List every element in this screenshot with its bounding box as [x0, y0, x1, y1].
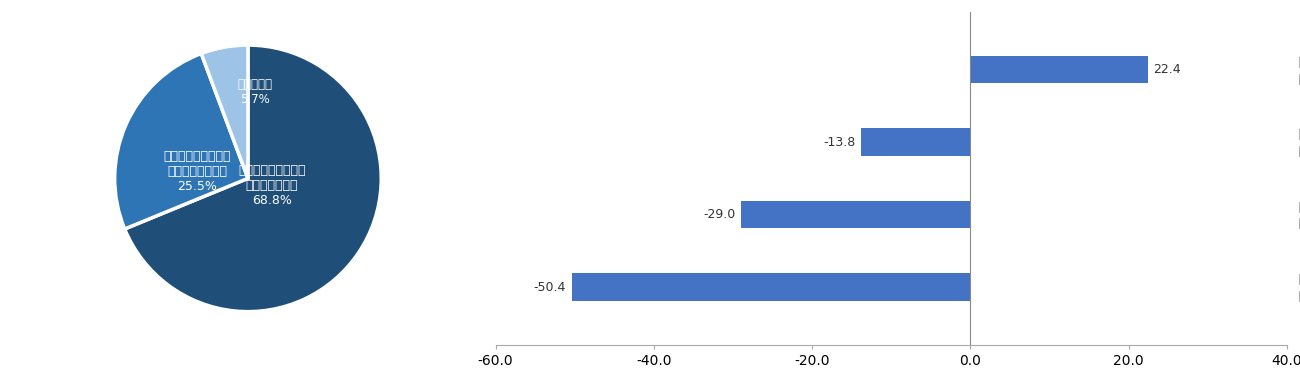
Wedge shape: [202, 45, 248, 178]
Text: -29.0: -29.0: [703, 208, 736, 221]
Bar: [572, 273, 970, 301]
Text: 判断基準として考慮
する側向にある
68.8%: 判断基準として考慮 する側向にある 68.8%: [238, 163, 306, 207]
Text: 判断基準として考慮
しない側向にある
25.5%: 判断基準として考慮 しない側向にある 25.5%: [164, 150, 231, 193]
Wedge shape: [125, 45, 381, 312]
Bar: [970, 56, 1148, 83]
Text: 分からない
5.7%: 分からない 5.7%: [237, 78, 272, 106]
Bar: [741, 201, 970, 228]
Text: -50.4: -50.4: [533, 281, 566, 294]
Text: 22.4: 22.4: [1153, 63, 1180, 76]
Bar: [861, 129, 970, 156]
Wedge shape: [114, 54, 248, 229]
Text: -13.8: -13.8: [823, 136, 855, 149]
